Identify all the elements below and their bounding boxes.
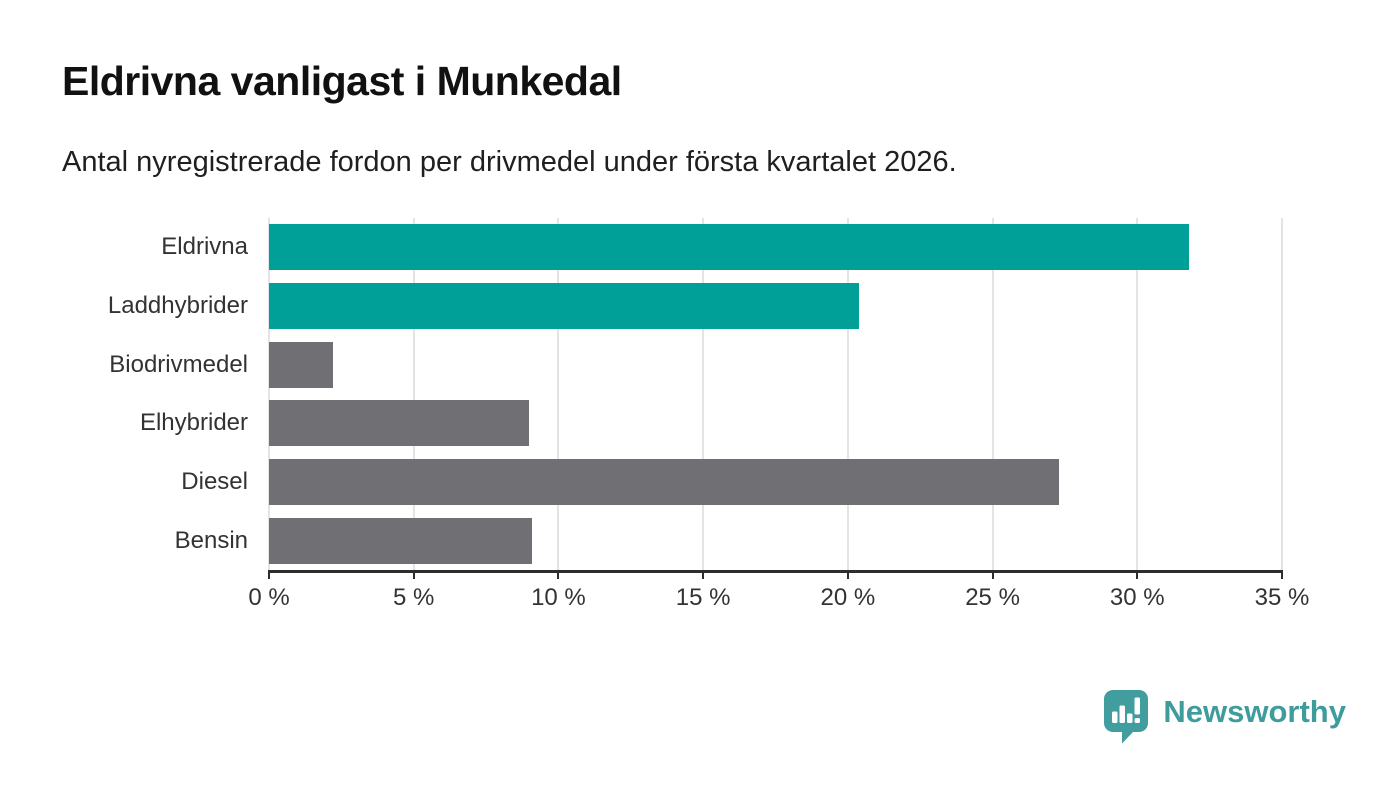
gridline	[991, 218, 994, 570]
gridline	[846, 218, 849, 570]
gridline	[1281, 218, 1283, 570]
category-label-eldrivna: Eldrivna	[161, 233, 248, 261]
gridline	[702, 218, 705, 570]
x-tick-label: 10 %	[531, 584, 586, 611]
bar-bensin	[269, 517, 533, 564]
bar-laddhybrider	[269, 283, 860, 329]
x-tick	[702, 570, 705, 579]
bar-elhybrider	[269, 400, 530, 447]
category-label-biodrivmedel: Biodrivmedel	[109, 350, 248, 378]
newsworthy-logo-text: Newsworthy	[1163, 693, 1346, 729]
newsworthy-bubble-barchart-icon	[1102, 688, 1150, 745]
gridline	[557, 218, 560, 570]
x-tick	[1136, 570, 1139, 579]
x-tick-label: 35 %	[1254, 584, 1310, 611]
chart-title: Eldrivna vanligast i Munkedal	[62, 58, 622, 104]
gridline	[1136, 218, 1139, 570]
x-axis-line	[269, 570, 1282, 573]
category-label-bensin: Bensin	[174, 526, 248, 554]
x-tick-label: 30 %	[1109, 584, 1165, 611]
gridline	[412, 218, 415, 570]
gridline	[268, 218, 270, 570]
bar-eldrivna	[269, 224, 1190, 271]
x-tick	[557, 570, 560, 579]
x-tick-label: 15 %	[675, 584, 731, 611]
bar-biodrivmedel	[269, 341, 333, 388]
x-tick	[1281, 570, 1283, 579]
x-tick	[412, 570, 415, 579]
y-axis-category-labels: Eldrivna Laddhybrider Biodrivmedel Elhybrid…	[0, 218, 248, 570]
x-tick	[991, 570, 994, 579]
category-label-diesel: Diesel	[181, 467, 248, 495]
x-tick-label: 0 %	[248, 584, 290, 611]
x-tick-label: 20 %	[820, 584, 876, 611]
category-label-laddhybrider: Laddhybrider	[107, 291, 248, 319]
bar-diesel	[269, 459, 1060, 505]
plot-area: 0 % 5 % 10 % 15 % 20 % 25 % 30 % 35 %	[248, 218, 1309, 611]
x-tick	[268, 570, 270, 579]
newsworthy-logo: Newsworthy	[1102, 688, 1346, 745]
x-tick	[846, 570, 849, 579]
x-tick-label: 25 %	[965, 584, 1020, 611]
chart-subtitle: Antal nyregistrerade fordon per drivmede…	[62, 146, 957, 178]
x-tick-label: 5 %	[393, 584, 435, 611]
category-label-elhybrider: Elhybrider	[139, 409, 248, 437]
